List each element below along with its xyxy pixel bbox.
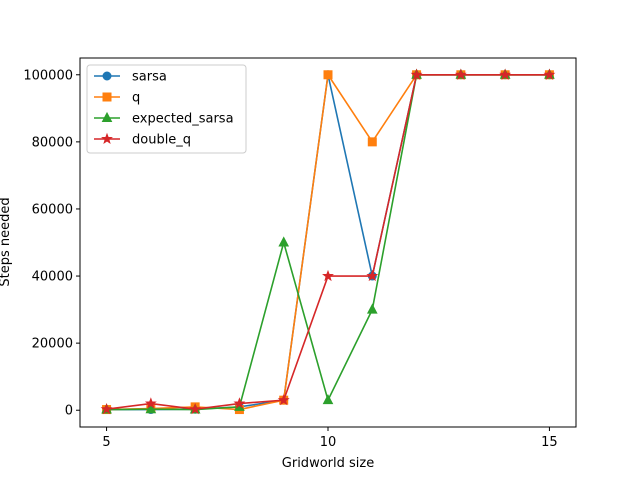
legend-label-double_q: double_q	[132, 133, 191, 148]
data-point-expected_sarsa	[322, 394, 334, 405]
y-tick-label: 0	[65, 404, 73, 419]
legend-label-q: q	[132, 91, 140, 106]
y-axis-title: Steps needed	[0, 197, 13, 286]
x-axis-title: Gridworld size	[282, 456, 374, 471]
y-tick-label: 80000	[32, 135, 73, 150]
y-tick-label: 100000	[23, 68, 73, 83]
data-point-double_q	[233, 397, 246, 409]
data-point-double_q	[277, 393, 290, 406]
data-point-double_q	[100, 402, 113, 415]
y-tick-label: 60000	[32, 202, 73, 217]
data-point-double_q	[189, 402, 202, 415]
x-tick-label: 15	[541, 435, 558, 450]
legend-label-sarsa: sarsa	[132, 70, 167, 85]
data-point-double_q	[499, 68, 512, 80]
series-double_q	[100, 68, 556, 415]
legend-marker-q	[102, 92, 112, 102]
y-tick-label: 20000	[32, 337, 73, 352]
legend-marker-expected_sarsa	[101, 111, 113, 122]
y-tick-label: 40000	[32, 270, 73, 285]
data-point-expected_sarsa	[366, 303, 378, 314]
x-tick-label: 5	[102, 435, 110, 450]
data-point-double_q	[543, 68, 556, 80]
legend: sarsa q expected_sarsa double_q	[86, 64, 247, 154]
data-point-q	[367, 137, 377, 147]
legend-marker-double_q	[101, 132, 113, 145]
data-point-double_q	[366, 269, 379, 282]
y-axis: 0 20000 40000 60000 80000 100000	[23, 68, 80, 419]
x-tick-label: 10	[320, 435, 337, 450]
data-point-double_q	[410, 68, 423, 80]
data-point-double_q	[322, 269, 334, 282]
data-point-expected_sarsa	[278, 236, 290, 247]
data-point-q	[323, 70, 333, 80]
x-axis: 5 10 15	[102, 427, 558, 450]
plot-area	[100, 68, 556, 415]
legend-box	[86, 64, 247, 154]
data-point-double_q	[144, 397, 157, 409]
data-point-expected_sarsa	[145, 403, 157, 414]
legend-label-expected_sarsa: expected_sarsa	[132, 112, 234, 127]
data-point-double_q	[454, 68, 467, 80]
legend-marker-sarsa	[102, 71, 112, 81]
